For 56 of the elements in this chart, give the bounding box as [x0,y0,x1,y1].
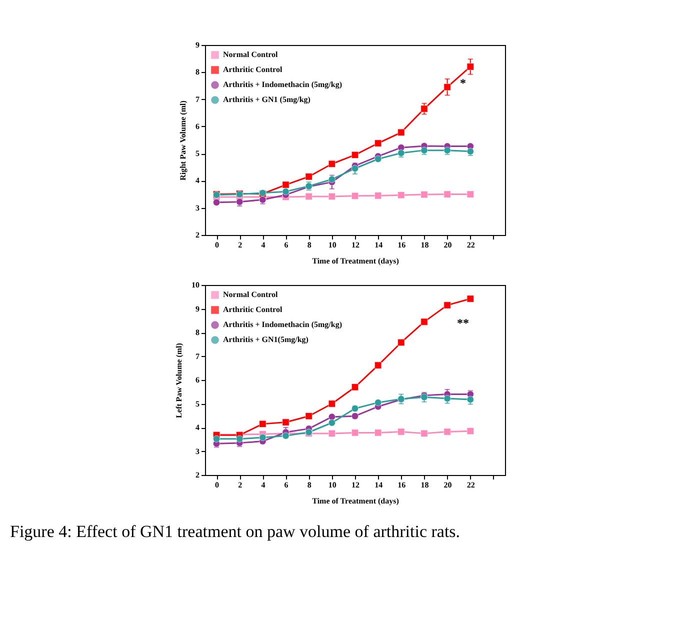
legend-label: Arthritic Control [223,305,283,314]
y-tick-label: 8 [196,328,200,337]
x-tick-label: 8 [307,240,312,250]
x-tick-label: 10 [328,240,336,250]
y-tick-label: 2 [196,230,200,240]
y-tick-label: 7 [196,352,200,361]
y-tick-label: 10 [192,280,200,290]
x-tick-label: 16 [398,240,406,250]
text: Figure 4: Effect of GN1 treatment on paw volume of arthritic rats. [10,522,460,541]
x-tick-label: 12 [352,480,360,490]
annotation: ** [457,316,469,330]
x-tick-label: 22 [466,480,475,490]
x-tick-label: 16 [398,480,406,490]
y-tick-label: 6 [196,376,200,384]
x-axis-title: Time of Treatment (days) [312,256,400,266]
x-tick-label: 18 [420,480,429,490]
x-tick-label: 8 [307,480,312,490]
legend-label: Arthritis + GN1 (5mg/kg) [223,95,311,104]
x-tick-label: 18 [420,240,429,250]
x-tick-label: 4 [261,480,266,490]
y-tick-label: 3 [196,203,200,212]
x-tick-label: 0 [215,480,220,490]
legend-label: Normal Control [223,50,279,59]
y-tick-label: 4 [196,176,200,186]
x-tick-label: 22 [466,240,475,250]
y-tick-label: 9 [196,40,200,50]
x-tick-label: 12 [352,240,360,250]
x-tick-label: 6 [284,240,288,250]
y-tick-label: 3 [196,446,200,456]
x-tick-label: 0 [215,240,220,250]
annotation: * [460,76,466,90]
x-tick-label: 14 [374,480,383,490]
x-tick-label: 2 [238,480,242,490]
y-axis-title: Left Paw Volume (ml) [174,342,184,418]
x-tick-label: 6 [284,480,288,490]
x-tick-label: 14 [374,240,383,250]
y-axis-title: Right Paw Volume (ml) [178,100,188,180]
x-tick-label: 20 [444,240,452,250]
y-tick-label: 6 [196,122,200,131]
legend-label: Normal Control [223,290,279,299]
x-tick-label: 20 [444,480,452,490]
y-tick-label: 7 [196,94,200,104]
y-tick-label: 8 [196,68,200,77]
legend-label: Arthritic Control [223,65,283,74]
legend-label: Arthritis + GN1(5mg/kg) [223,335,309,344]
x-tick-label: 10 [328,480,336,490]
x-tick-label: 2 [238,240,242,250]
legend-label: Arthritis + Indomethacin (5mg/kg) [223,80,342,89]
y-tick-label: 9 [196,304,200,314]
legend-label: Arthritis + Indomethacin (5mg/kg) [223,320,342,329]
y-tick-label: 4 [196,423,200,432]
x-tick-label: 4 [261,240,266,250]
y-tick-label: 5 [196,149,200,158]
y-tick-label: 2 [196,470,200,480]
x-axis-title: Time of Treatment (days) [312,496,400,506]
y-tick-label: 5 [196,399,200,408]
